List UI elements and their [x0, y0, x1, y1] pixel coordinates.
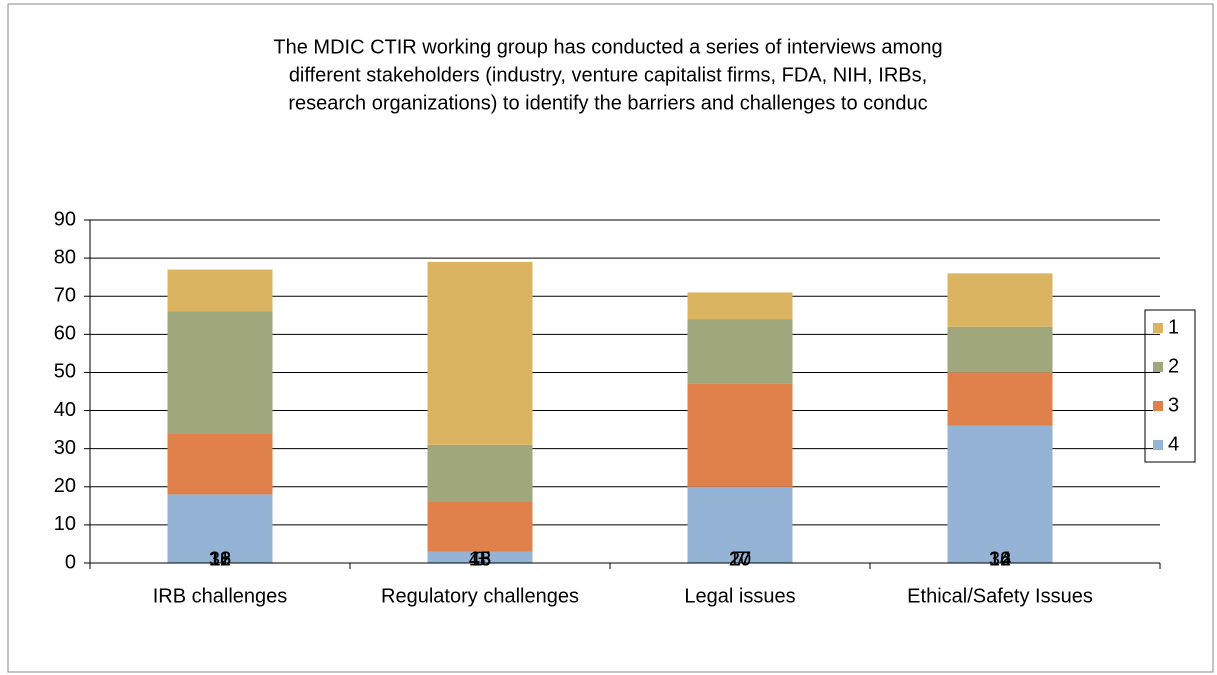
legend-label: 1 [1168, 316, 1179, 338]
bar-segment [427, 261, 533, 445]
x-tick-label: Legal issues [684, 585, 795, 607]
data-label: 3 [474, 548, 485, 570]
y-tick-label: 60 [54, 323, 76, 345]
y-tick-label: 40 [54, 399, 76, 421]
y-tick-label: 80 [54, 246, 76, 268]
data-label: 12 [989, 548, 1011, 570]
x-tick-label: Ethical/Safety Issues [907, 585, 1093, 607]
bar-segment [947, 273, 1053, 327]
bar-segment [427, 444, 533, 503]
data-label: 18 [209, 548, 231, 570]
legend-box [1144, 309, 1196, 463]
legend-swatch [1153, 401, 1163, 411]
bar-segment [687, 292, 793, 320]
data-label: 27 [729, 548, 751, 570]
bar-segment [427, 551, 533, 563]
data-label: 14 [989, 548, 1011, 570]
data-label: 11 [210, 548, 231, 570]
y-tick-label: 90 [54, 208, 76, 230]
bar-segment [167, 311, 273, 434]
bar-segment [687, 383, 793, 487]
bar-segment [947, 372, 1053, 426]
y-tick-label: 70 [54, 285, 76, 307]
x-tick-label: Regulatory challenges [381, 585, 579, 607]
data-label: 17 [729, 548, 751, 570]
legend-swatch [1153, 440, 1163, 450]
y-tick-label: 20 [54, 475, 76, 497]
data-label: 48 [469, 548, 491, 570]
bar-segment [167, 494, 273, 563]
data-label: 14 [989, 548, 1011, 570]
bar-segment [947, 326, 1053, 373]
data-label: 13 [469, 548, 491, 570]
legend-label: 4 [1168, 433, 1179, 455]
legend-label: 2 [1168, 355, 1179, 377]
y-tick-label: 30 [54, 437, 76, 459]
data-label: 7 [734, 548, 745, 570]
bar-segment [427, 502, 533, 552]
bar-segment [167, 269, 273, 312]
bar-segment [167, 433, 273, 495]
y-tick-label: 0 [65, 551, 76, 573]
chart-title: research organizations) to identify the … [288, 92, 927, 114]
y-tick-label: 10 [54, 513, 76, 535]
legend-label: 3 [1168, 394, 1179, 416]
x-tick-label: IRB challenges [153, 585, 288, 607]
bar-segment [947, 425, 1053, 563]
data-label: 15 [469, 548, 491, 570]
legend-swatch [1153, 362, 1163, 372]
bar-segment [687, 486, 793, 563]
data-label: 32 [209, 548, 231, 570]
data-label: 36 [989, 548, 1011, 570]
legend-swatch [1153, 323, 1163, 333]
data-label: 20 [729, 548, 751, 570]
data-label: 16 [209, 548, 231, 570]
bar-segment [687, 319, 793, 384]
chart-title: The MDIC CTIR working group has conducte… [273, 36, 942, 58]
y-tick-label: 50 [54, 361, 76, 383]
chart-title: different stakeholders (industry, ventur… [289, 64, 927, 86]
